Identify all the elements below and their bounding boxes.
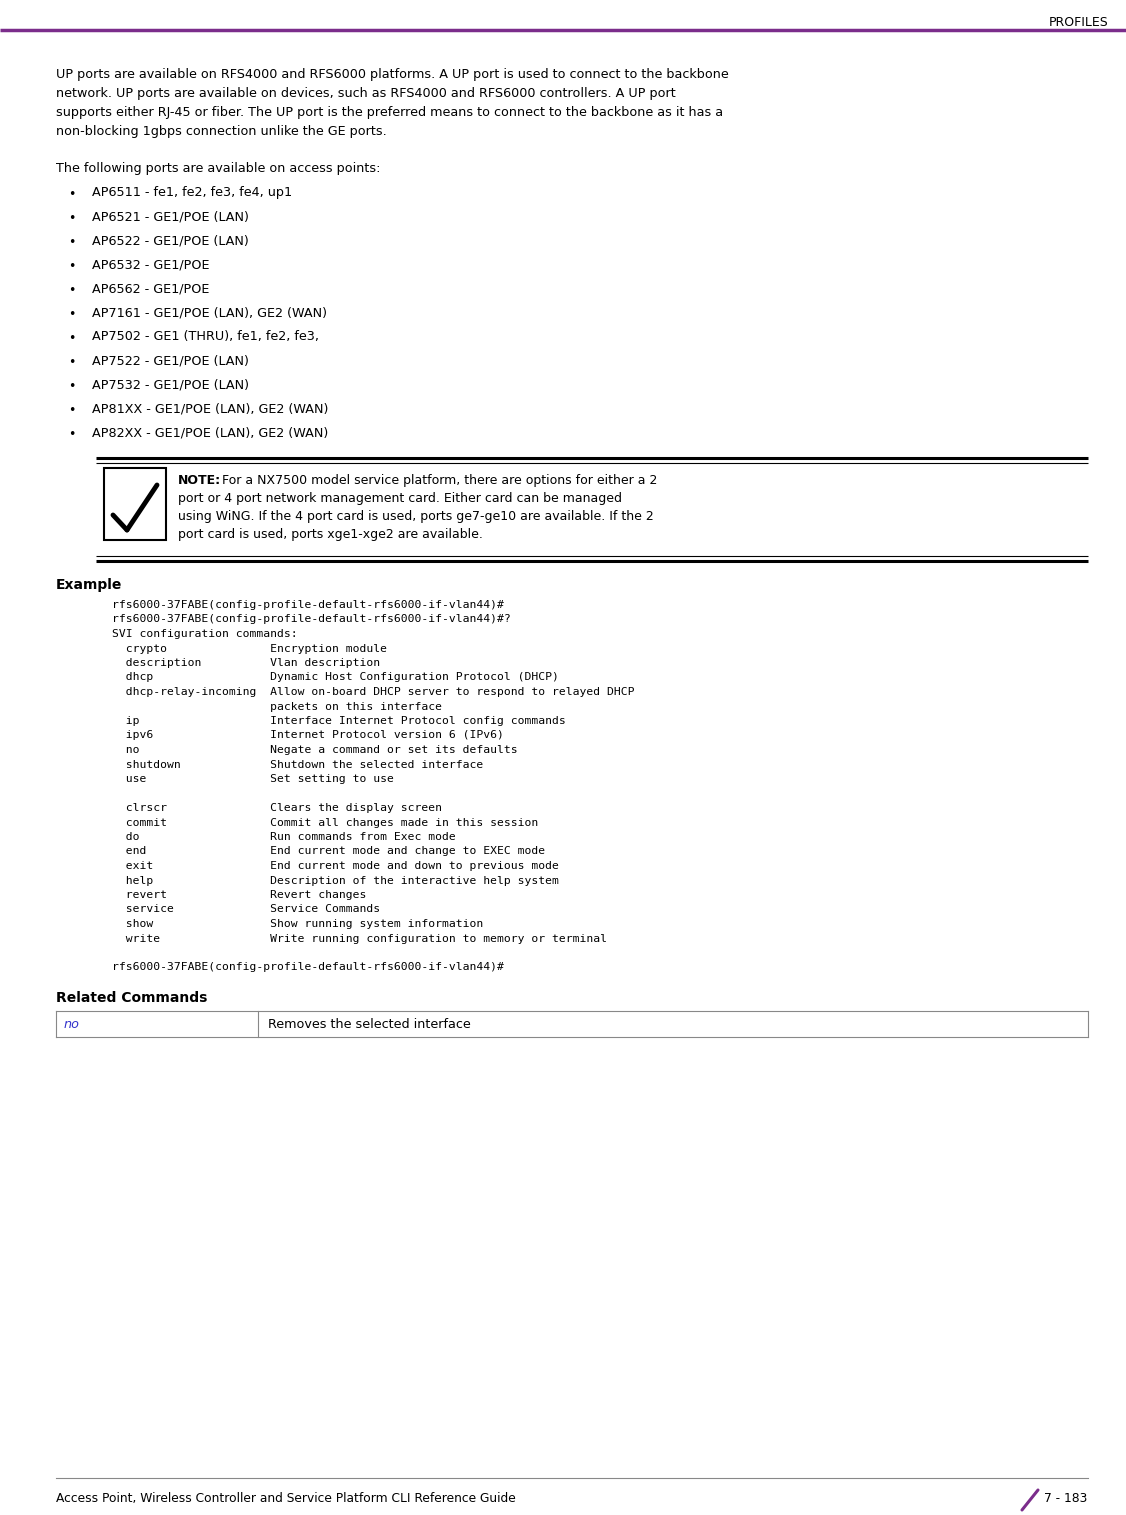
Text: service              Service Commands: service Service Commands — [111, 904, 381, 915]
FancyBboxPatch shape — [104, 468, 166, 539]
Text: AP82XX - GE1/POE (LAN), GE2 (WAN): AP82XX - GE1/POE (LAN), GE2 (WAN) — [92, 426, 329, 439]
Text: •: • — [69, 332, 75, 345]
Text: PROFILES: PROFILES — [1048, 15, 1108, 29]
Text: using WiNG. If the 4 port card is used, ports ge7-ge10 are available. If the 2: using WiNG. If the 4 port card is used, … — [178, 511, 654, 523]
Text: Removes the selected interface: Removes the selected interface — [268, 1018, 471, 1032]
Text: non-blocking 1gbps connection unlike the GE ports.: non-blocking 1gbps connection unlike the… — [56, 126, 386, 138]
Text: network. UP ports are available on devices, such as RFS4000 and RFS6000 controll: network. UP ports are available on devic… — [56, 86, 676, 100]
Text: packets on this interface: packets on this interface — [111, 701, 443, 712]
Text: AP7161 - GE1/POE (LAN), GE2 (WAN): AP7161 - GE1/POE (LAN), GE2 (WAN) — [92, 306, 327, 320]
Text: ip                   Interface Internet Protocol config commands: ip Interface Internet Protocol config co… — [111, 717, 565, 726]
Text: Related Commands: Related Commands — [56, 991, 207, 1004]
Text: port or 4 port network management card. Either card can be managed: port or 4 port network management card. … — [178, 492, 622, 504]
Text: crypto               Encryption module: crypto Encryption module — [111, 644, 387, 653]
Text: AP6511 - fe1, fe2, fe3, fe4, up1: AP6511 - fe1, fe2, fe3, fe4, up1 — [92, 186, 292, 198]
Text: AP81XX - GE1/POE (LAN), GE2 (WAN): AP81XX - GE1/POE (LAN), GE2 (WAN) — [92, 401, 329, 415]
Text: AP7522 - GE1/POE (LAN): AP7522 - GE1/POE (LAN) — [92, 355, 249, 367]
Text: AP7532 - GE1/POE (LAN): AP7532 - GE1/POE (LAN) — [92, 379, 249, 391]
Text: use                  Set setting to use: use Set setting to use — [111, 774, 394, 783]
Text: exit                 End current mode and down to previous mode: exit End current mode and down to previo… — [111, 861, 558, 871]
Text: •: • — [69, 308, 75, 321]
Text: •: • — [69, 188, 75, 201]
Text: ipv6                 Internet Protocol version 6 (IPv6): ipv6 Internet Protocol version 6 (IPv6) — [111, 730, 503, 741]
Text: 7 - 183: 7 - 183 — [1044, 1492, 1088, 1504]
Text: no                   Negate a command or set its defaults: no Negate a command or set its defaults — [111, 745, 518, 754]
Text: write                Write running configuration to memory or terminal: write Write running configuration to mem… — [111, 933, 607, 944]
Text: clrscr               Clears the display screen: clrscr Clears the display screen — [111, 803, 443, 814]
Text: UP ports are available on RFS4000 and RFS6000 platforms. A UP port is used to co: UP ports are available on RFS4000 and RF… — [56, 68, 729, 80]
Text: •: • — [69, 261, 75, 273]
Text: rfs6000-37FABE(config-profile-default-rfs6000-if-vlan44)#: rfs6000-37FABE(config-profile-default-rf… — [111, 962, 503, 973]
Text: •: • — [69, 429, 75, 441]
Text: For a NX7500 model service platform, there are options for either a 2: For a NX7500 model service platform, the… — [222, 474, 658, 486]
Text: AP6562 - GE1/POE: AP6562 - GE1/POE — [92, 282, 209, 295]
Text: commit               Commit all changes made in this session: commit Commit all changes made in this s… — [111, 818, 538, 827]
Text: supports either RJ-45 or fiber. The UP port is the preferred means to connect to: supports either RJ-45 or fiber. The UP p… — [56, 106, 723, 120]
Text: AP6521 - GE1/POE (LAN): AP6521 - GE1/POE (LAN) — [92, 211, 249, 223]
Text: •: • — [69, 236, 75, 248]
Text: •: • — [69, 380, 75, 392]
Text: Example: Example — [56, 579, 123, 592]
Text: SVI configuration commands:: SVI configuration commands: — [111, 629, 297, 639]
Text: description          Vlan description: description Vlan description — [111, 658, 381, 668]
Text: revert               Revert changes: revert Revert changes — [111, 889, 366, 900]
Text: •: • — [69, 212, 75, 226]
Text: help                 Description of the interactive help system: help Description of the interactive help… — [111, 876, 558, 885]
Text: •: • — [69, 356, 75, 370]
Text: shutdown             Shutdown the selected interface: shutdown Shutdown the selected interface — [111, 759, 483, 770]
Text: show                 Show running system information: show Show running system information — [111, 920, 483, 929]
Text: Access Point, Wireless Controller and Service Platform CLI Reference Guide: Access Point, Wireless Controller and Se… — [56, 1492, 516, 1504]
Text: dhcp                 Dynamic Host Configuration Protocol (DHCP): dhcp Dynamic Host Configuration Protocol… — [111, 673, 558, 682]
Text: •: • — [69, 283, 75, 297]
Text: dhcp-relay-incoming  Allow on-board DHCP server to respond to relayed DHCP: dhcp-relay-incoming Allow on-board DHCP … — [111, 686, 634, 697]
Text: NOTE:: NOTE: — [178, 474, 221, 486]
Text: do                   Run commands from Exec mode: do Run commands from Exec mode — [111, 832, 456, 842]
Text: The following ports are available on access points:: The following ports are available on acc… — [56, 162, 381, 176]
Text: rfs6000-37FABE(config-profile-default-rfs6000-if-vlan44)#: rfs6000-37FABE(config-profile-default-rf… — [111, 600, 503, 611]
Text: AP6522 - GE1/POE (LAN): AP6522 - GE1/POE (LAN) — [92, 233, 249, 247]
Text: port card is used, ports xge1-xge2 are available.: port card is used, ports xge1-xge2 are a… — [178, 529, 483, 541]
Text: end                  End current mode and change to EXEC mode: end End current mode and change to EXEC … — [111, 847, 545, 856]
Text: rfs6000-37FABE(config-profile-default-rfs6000-if-vlan44)#?: rfs6000-37FABE(config-profile-default-rf… — [111, 615, 511, 624]
Text: no: no — [64, 1018, 80, 1032]
Text: AP6532 - GE1/POE: AP6532 - GE1/POE — [92, 258, 209, 271]
Text: AP7502 - GE1 (THRU), fe1, fe2, fe3,: AP7502 - GE1 (THRU), fe1, fe2, fe3, — [92, 330, 319, 342]
Text: •: • — [69, 405, 75, 417]
